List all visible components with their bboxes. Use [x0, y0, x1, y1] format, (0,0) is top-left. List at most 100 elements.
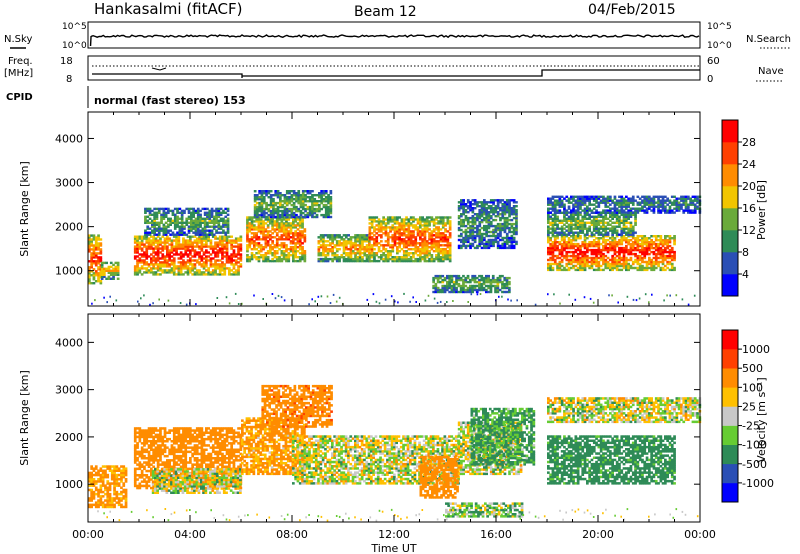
power-cell	[288, 200, 291, 203]
power-cell	[298, 259, 302, 263]
power-cell	[613, 237, 617, 240]
power-cell	[567, 197, 571, 200]
power-cell	[278, 259, 281, 263]
power-cell	[147, 247, 151, 250]
power-cell	[221, 251, 224, 254]
power-cell	[592, 217, 596, 220]
power-cell	[278, 222, 281, 225]
power-cell	[184, 249, 188, 252]
power-cell	[680, 207, 683, 210]
power-cell	[273, 224, 277, 227]
power-cell	[448, 256, 452, 259]
power-cell	[191, 245, 194, 248]
power-cell	[296, 250, 300, 253]
power-cell	[565, 256, 569, 260]
power-cell	[152, 241, 155, 244]
power-cell	[375, 232, 379, 235]
power-cell	[133, 269, 137, 272]
power-cell	[675, 203, 679, 206]
power-cell	[200, 257, 204, 260]
power-cell	[168, 269, 171, 272]
power-cell	[345, 236, 348, 239]
power-cell	[365, 238, 369, 241]
power-cell	[421, 250, 424, 253]
power-cell	[296, 256, 300, 259]
power-cell	[279, 213, 282, 217]
power-cell	[301, 201, 305, 205]
power-cell	[266, 250, 270, 253]
power-cell	[638, 250, 642, 254]
power-cell	[416, 232, 420, 235]
power-cell	[88, 236, 91, 239]
power-cell	[214, 237, 217, 240]
power-cell	[547, 225, 550, 228]
power-cell	[448, 290, 451, 294]
power-cell	[232, 265, 236, 268]
power-cell	[306, 196, 310, 199]
power-cell	[579, 248, 582, 252]
power-cell	[620, 264, 624, 268]
power-cell	[179, 267, 183, 270]
power-cell	[267, 213, 271, 217]
power-cell	[208, 225, 212, 228]
power-cell	[285, 236, 288, 239]
power-cell	[492, 234, 495, 238]
power-cell	[256, 215, 259, 219]
power-cell	[393, 234, 397, 237]
power-cell	[324, 257, 328, 261]
power-cell	[100, 263, 104, 267]
power-cell	[604, 242, 608, 246]
power-cell	[156, 239, 160, 242]
power-cell	[515, 224, 518, 228]
power-cell	[654, 201, 658, 204]
power-cell	[464, 236, 468, 240]
power-cell	[551, 225, 555, 228]
power-cell	[478, 234, 482, 238]
power-cell	[673, 242, 676, 246]
power-cell	[430, 220, 434, 223]
power-cell	[275, 228, 279, 231]
power-cell	[356, 248, 360, 251]
power-cell	[363, 246, 367, 249]
power-cell	[499, 228, 502, 232]
power-cell	[349, 256, 353, 259]
power-cell	[668, 235, 672, 238]
power-cell	[285, 213, 289, 217]
power-cell	[186, 239, 190, 242]
power-cell	[581, 221, 585, 224]
power-cell	[648, 205, 651, 208]
power-cell	[319, 234, 323, 237]
power-cell	[375, 252, 379, 255]
power-cell	[549, 223, 552, 226]
power-cell	[460, 207, 463, 210]
power-cell	[187, 221, 191, 224]
power-cell	[178, 207, 182, 211]
power-cell	[659, 248, 663, 252]
power-cell	[469, 280, 472, 284]
power-cell	[423, 234, 427, 237]
power-cell	[645, 252, 649, 256]
power-cell	[501, 199, 505, 202]
power-cell	[248, 246, 252, 249]
power-cell	[282, 222, 286, 225]
power-cell	[338, 234, 341, 237]
power-cell	[439, 234, 443, 237]
power-cell	[510, 240, 514, 244]
power-cell	[650, 241, 653, 244]
power-cell	[299, 203, 303, 207]
power-cell	[510, 213, 514, 216]
power-cell	[180, 209, 184, 213]
power-cell	[560, 229, 564, 232]
power-cell	[226, 219, 230, 222]
power-cell	[264, 240, 268, 243]
power-cell	[579, 237, 582, 240]
power-cell	[574, 231, 578, 234]
power-cell	[264, 238, 268, 241]
power-cell	[620, 235, 624, 238]
power-cell	[166, 263, 169, 266]
power-cell	[157, 209, 161, 213]
power-cell	[210, 211, 214, 214]
power-cell	[666, 244, 669, 248]
power-cell	[673, 207, 676, 210]
power-cell	[109, 269, 113, 272]
